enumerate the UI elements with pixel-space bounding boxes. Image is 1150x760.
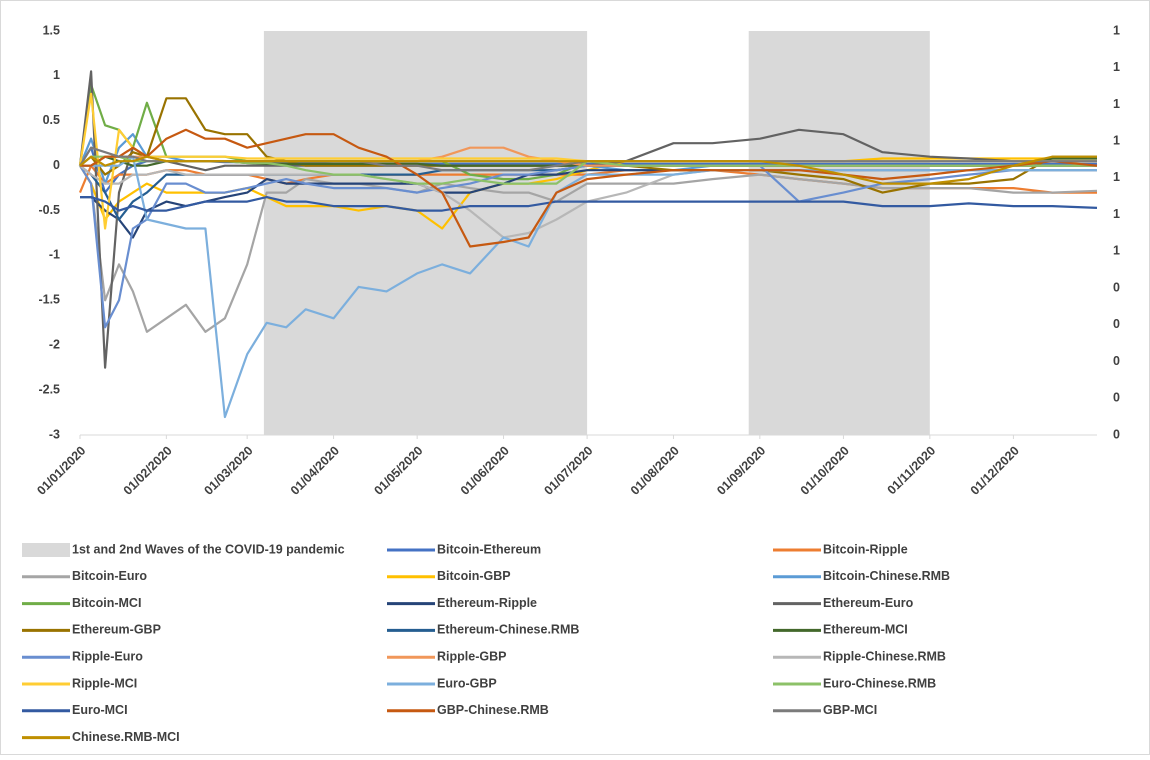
y-tick-label: -0.5 bbox=[38, 203, 60, 217]
y2-tick-label: 1 bbox=[1113, 207, 1120, 221]
legend-label: 1st and 2nd Waves of the COVID-19 pandem… bbox=[72, 542, 345, 556]
legend-swatch bbox=[22, 543, 70, 557]
y-tick-label: 0.5 bbox=[43, 113, 60, 127]
legend-label: Ethereum-Chinese.RMB bbox=[437, 623, 579, 637]
y2-tick-label: 0 bbox=[1113, 317, 1120, 331]
legend-label: Ripple-MCI bbox=[72, 676, 137, 690]
y2-tick-label: 1 bbox=[1113, 23, 1120, 37]
legend-label: Bitcoin-Chinese.RMB bbox=[823, 569, 950, 583]
y-tick-label: 0 bbox=[53, 158, 60, 172]
y2-tick-label: 1 bbox=[1113, 60, 1120, 74]
y2-tick-label: 1 bbox=[1113, 133, 1120, 147]
shaded-region bbox=[748, 31, 930, 435]
y-tick-label: -3 bbox=[49, 427, 60, 441]
y2-tick-label: 0 bbox=[1113, 427, 1120, 441]
y-tick-label: 1.5 bbox=[43, 23, 60, 37]
legend-label: Bitcoin-Ripple bbox=[823, 542, 908, 556]
legend-label: Ethereum-GBP bbox=[72, 623, 161, 637]
y-tick-label: -1 bbox=[49, 248, 60, 262]
y2-tick-label: 1 bbox=[1113, 244, 1120, 258]
y2-tick-label: 0 bbox=[1113, 391, 1120, 405]
legend-label: Bitcoin-Ethereum bbox=[437, 542, 541, 556]
legend-label: Bitcoin-GBP bbox=[437, 569, 511, 583]
legend-label: Ethereum-MCI bbox=[823, 623, 908, 637]
legend-label: Ripple-Chinese.RMB bbox=[823, 649, 946, 663]
y-tick-label: -2 bbox=[49, 338, 60, 352]
legend-label: Ripple-Euro bbox=[72, 649, 143, 663]
y2-tick-label: 1 bbox=[1113, 97, 1120, 111]
legend-label: GBP-Chinese.RMB bbox=[437, 703, 549, 717]
legend-label: Bitcoin-Euro bbox=[72, 569, 147, 583]
legend-label: Ethereum-Euro bbox=[823, 596, 914, 610]
legend-label: Euro-MCI bbox=[72, 703, 128, 717]
y-tick-label: -2.5 bbox=[38, 382, 60, 396]
series-line bbox=[80, 155, 1097, 419]
legend-label: Chinese.RMB-MCI bbox=[72, 730, 180, 744]
y2-tick-label: 1 bbox=[1113, 170, 1120, 184]
legend-label: GBP-MCI bbox=[823, 703, 877, 717]
series-line bbox=[79, 164, 1097, 329]
y2-tick-label: 0 bbox=[1113, 354, 1120, 368]
y-tick-label: -1.5 bbox=[38, 293, 60, 307]
y-tick-label: 1 bbox=[53, 68, 60, 82]
shaded-region bbox=[263, 31, 588, 435]
legend-label: Euro-GBP bbox=[437, 676, 497, 690]
legend-label: Bitcoin-MCI bbox=[72, 596, 141, 610]
series-line bbox=[80, 196, 1098, 212]
legend-label: Ripple-GBP bbox=[437, 649, 506, 663]
series-line bbox=[79, 155, 1097, 185]
legend-label: Euro-Chinese.RMB bbox=[823, 676, 936, 690]
y2-tick-label: 0 bbox=[1113, 280, 1120, 294]
legend-label: Ethereum-Ripple bbox=[437, 596, 537, 610]
